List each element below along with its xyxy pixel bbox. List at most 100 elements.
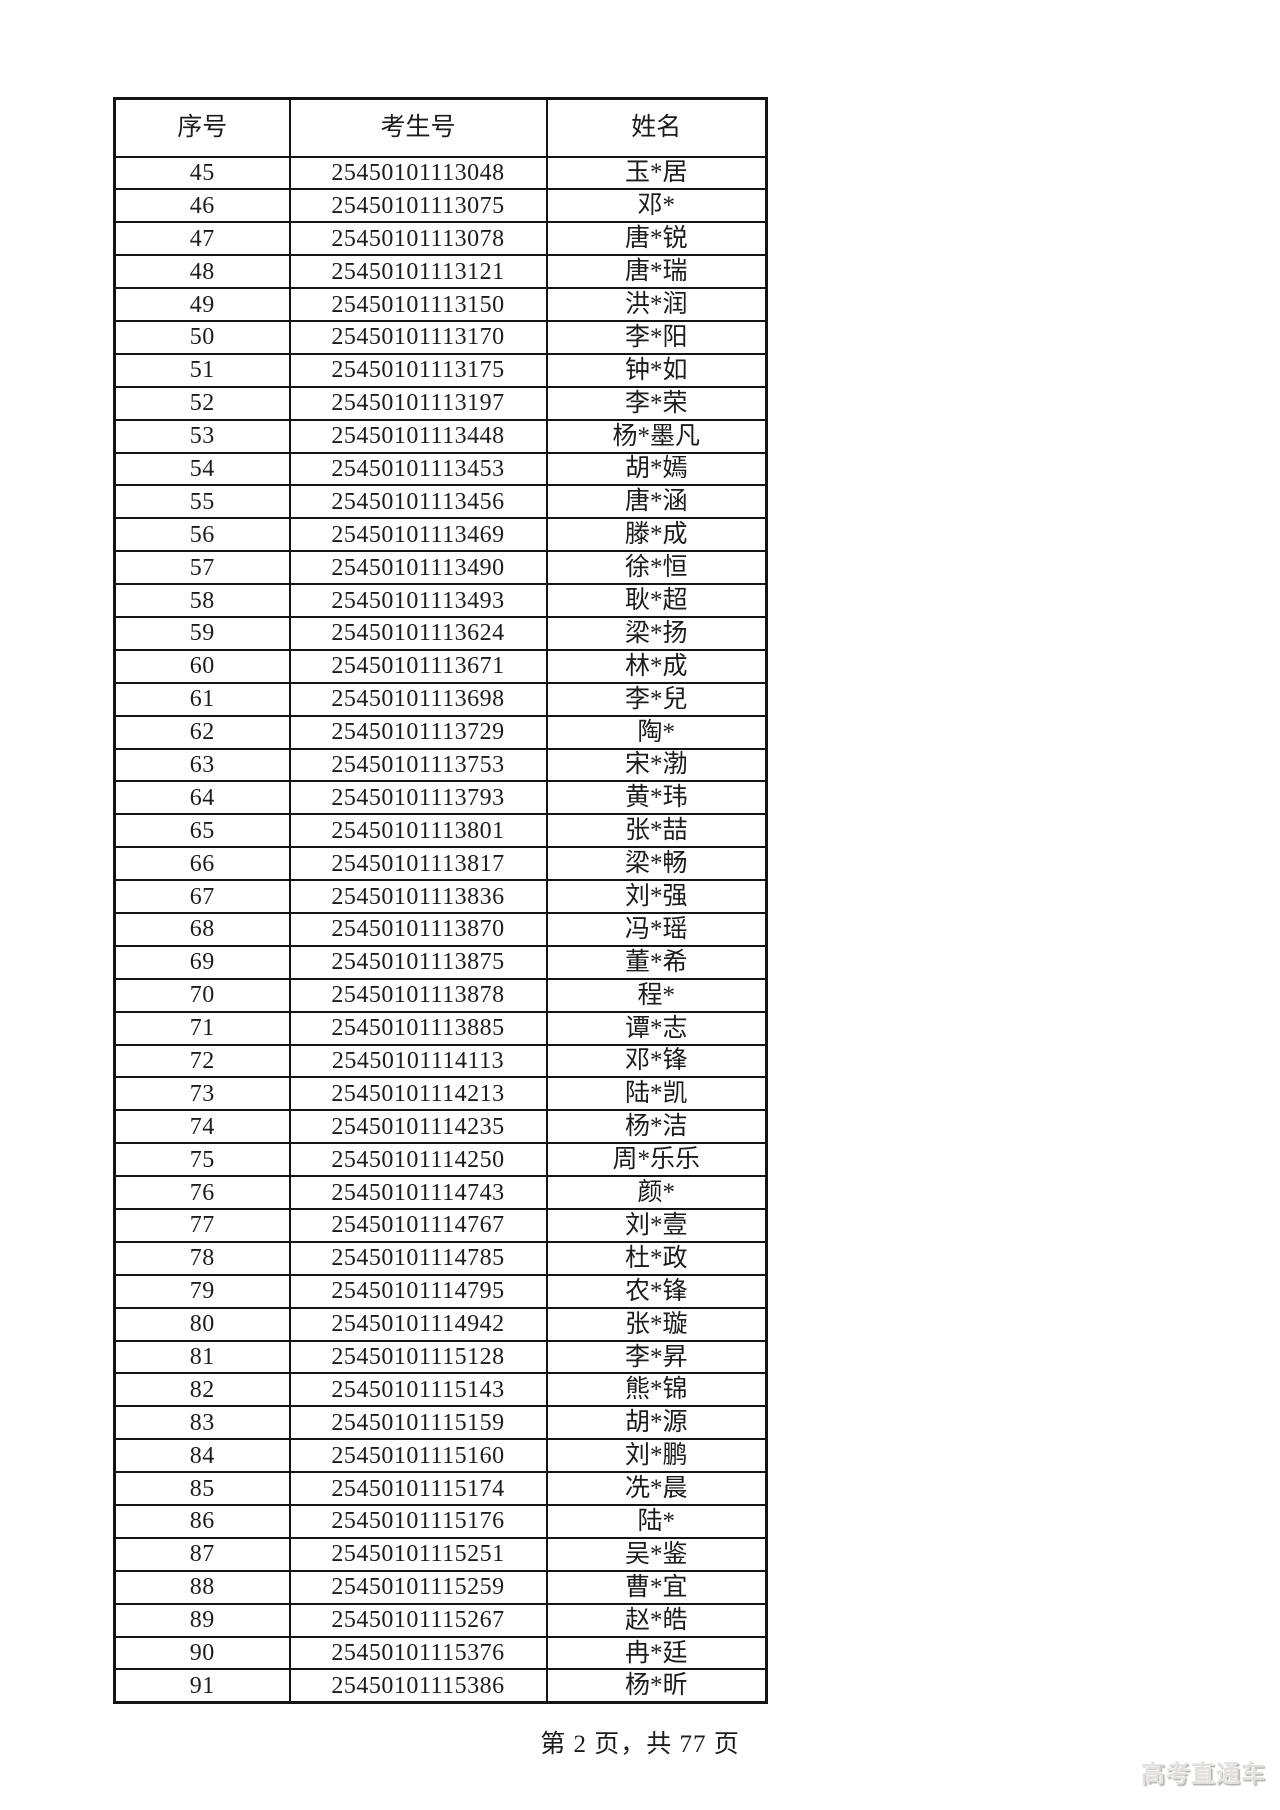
candidate-name-cell: 宋*渤 bbox=[545, 747, 768, 783]
serial-number-cell: 71 bbox=[113, 1010, 291, 1046]
candidate-number-cell: 25450101113078 bbox=[288, 221, 548, 257]
candidate-name-cell: 滕*成 bbox=[545, 517, 768, 553]
serial-number-cell: 45 bbox=[113, 155, 291, 191]
serial-number-cell: 85 bbox=[113, 1471, 291, 1507]
candidate-number-cell: 25450101113175 bbox=[288, 352, 548, 388]
candidate-name-cell: 杨*昕 bbox=[545, 1668, 768, 1704]
candidate-name-cell: 曹*宜 bbox=[545, 1569, 768, 1605]
candidate-name-cell: 程* bbox=[545, 977, 768, 1013]
candidate-number-cell: 25450101113801 bbox=[288, 813, 548, 849]
serial-number-cell: 46 bbox=[113, 188, 291, 224]
candidate-number-cell: 25450101115159 bbox=[288, 1405, 548, 1441]
candidate-name-cell: 黄*玮 bbox=[545, 780, 768, 816]
candidate-number-cell: 25450101113469 bbox=[288, 517, 548, 553]
table-row: 53 25450101113448 杨*墨凡 bbox=[113, 418, 768, 454]
candidate-number-cell: 25450101115259 bbox=[288, 1569, 548, 1605]
serial-number-cell: 55 bbox=[113, 484, 291, 520]
serial-number-cell: 63 bbox=[113, 747, 291, 783]
table-row: 88 25450101115259 曹*宜 bbox=[113, 1569, 768, 1605]
candidate-number-cell: 25450101115376 bbox=[288, 1635, 548, 1671]
table-row: 82 25450101115143 熊*锦 bbox=[113, 1372, 768, 1408]
serial-number-cell: 57 bbox=[113, 550, 291, 586]
header-name: 姓名 bbox=[545, 97, 768, 158]
table-row: 74 25450101114235 杨*洁 bbox=[113, 1109, 768, 1145]
table-row: 69 25450101113875 董*希 bbox=[113, 944, 768, 980]
candidate-number-cell: 25450101113885 bbox=[288, 1010, 548, 1046]
serial-number-cell: 62 bbox=[113, 714, 291, 750]
serial-number-cell: 51 bbox=[113, 352, 291, 388]
candidate-number-cell: 25450101113729 bbox=[288, 714, 548, 750]
serial-number-cell: 77 bbox=[113, 1208, 291, 1243]
serial-number-cell: 49 bbox=[113, 287, 291, 322]
candidate-name-cell: 林*成 bbox=[545, 648, 768, 684]
header-candidate-number: 考生号 bbox=[288, 97, 548, 158]
candidate-name-cell: 刘*鹏 bbox=[545, 1438, 768, 1474]
table-row: 47 25450101113078 唐*锐 bbox=[113, 221, 768, 257]
candidate-number-cell: 25450101113878 bbox=[288, 977, 548, 1013]
candidate-number-cell: 25450101115251 bbox=[288, 1536, 548, 1572]
serial-number-cell: 72 bbox=[113, 1043, 291, 1079]
candidate-number-cell: 25450101113875 bbox=[288, 944, 548, 980]
candidate-number-cell: 25450101115176 bbox=[288, 1504, 548, 1539]
serial-number-cell: 89 bbox=[113, 1602, 291, 1638]
table-row: 87 25450101115251 吴*鉴 bbox=[113, 1536, 768, 1572]
serial-number-cell: 52 bbox=[113, 385, 291, 421]
table-row: 85 25450101115174 冼*晨 bbox=[113, 1471, 768, 1507]
table-row: 66 25450101113817 梁*畅 bbox=[113, 846, 768, 882]
candidate-number-cell: 25450101113493 bbox=[288, 583, 548, 618]
serial-number-cell: 64 bbox=[113, 780, 291, 816]
candidate-number-cell: 25450101113490 bbox=[288, 550, 548, 586]
table-row: 62 25450101113729 陶* bbox=[113, 714, 768, 750]
table-row: 90 25450101115376 冉*廷 bbox=[113, 1635, 768, 1671]
table-row: 70 25450101113878 程* bbox=[113, 977, 768, 1013]
candidate-name-cell: 张*喆 bbox=[545, 813, 768, 849]
table-row: 67 25450101113836 刘*强 bbox=[113, 879, 768, 914]
candidate-number-cell: 25450101115386 bbox=[288, 1668, 548, 1704]
candidate-name-cell: 杜*政 bbox=[545, 1240, 768, 1276]
candidate-number-cell: 25450101113698 bbox=[288, 681, 548, 717]
serial-number-cell: 56 bbox=[113, 517, 291, 553]
candidate-name-cell: 农*锋 bbox=[545, 1273, 768, 1309]
candidate-number-cell: 25450101115267 bbox=[288, 1602, 548, 1638]
serial-number-cell: 80 bbox=[113, 1306, 291, 1342]
header-serial-number: 序号 bbox=[113, 97, 291, 158]
table-row: 86 25450101115176 陆* bbox=[113, 1504, 768, 1539]
serial-number-cell: 91 bbox=[113, 1668, 291, 1704]
candidate-name-cell: 冉*廷 bbox=[545, 1635, 768, 1671]
serial-number-cell: 75 bbox=[113, 1142, 291, 1178]
candidate-number-cell: 25450101114767 bbox=[288, 1208, 548, 1243]
candidate-number-cell: 25450101115143 bbox=[288, 1372, 548, 1408]
serial-number-cell: 61 bbox=[113, 681, 291, 717]
serial-number-cell: 67 bbox=[113, 879, 291, 914]
serial-number-cell: 53 bbox=[113, 418, 291, 454]
candidate-number-cell: 25450101113817 bbox=[288, 846, 548, 882]
candidate-name-cell: 李*荣 bbox=[545, 385, 768, 421]
serial-number-cell: 59 bbox=[113, 615, 291, 651]
candidate-number-cell: 25450101114743 bbox=[288, 1175, 548, 1210]
serial-number-cell: 74 bbox=[113, 1109, 291, 1145]
serial-number-cell: 69 bbox=[113, 944, 291, 980]
candidate-number-cell: 25450101113793 bbox=[288, 780, 548, 816]
candidate-number-cell: 25450101114250 bbox=[288, 1142, 548, 1178]
table-row: 77 25450101114767 刘*壹 bbox=[113, 1208, 768, 1243]
page-number-indicator: 第 2 页，共 77 页 bbox=[540, 1731, 740, 1758]
candidate-number-cell: 25450101114113 bbox=[288, 1043, 548, 1079]
candidate-number-cell: 25450101113870 bbox=[288, 911, 548, 947]
serial-number-cell: 76 bbox=[113, 1175, 291, 1210]
candidate-number-cell: 25450101113197 bbox=[288, 385, 548, 421]
candidate-name-cell: 李*阳 bbox=[545, 319, 768, 355]
table-row: 65 25450101113801 张*喆 bbox=[113, 813, 768, 849]
candidate-number-cell: 25450101115160 bbox=[288, 1438, 548, 1474]
table-row: 59 25450101113624 梁*扬 bbox=[113, 615, 768, 651]
candidate-number-cell: 25450101113150 bbox=[288, 287, 548, 322]
table-row: 71 25450101113885 谭*志 bbox=[113, 1010, 768, 1046]
serial-number-cell: 87 bbox=[113, 1536, 291, 1572]
table-row: 58 25450101113493 耿*超 bbox=[113, 583, 768, 618]
watermark-text: 高考直通车 bbox=[1141, 1761, 1266, 1788]
table-header-row: 序号 考生号 姓名 bbox=[113, 97, 768, 158]
candidate-number-cell: 25450101114795 bbox=[288, 1273, 548, 1309]
table-row: 76 25450101114743 颜* bbox=[113, 1175, 768, 1210]
candidate-number-cell: 25450101114785 bbox=[288, 1240, 548, 1276]
table-row: 52 25450101113197 李*荣 bbox=[113, 385, 768, 421]
candidate-number-cell: 25450101113624 bbox=[288, 615, 548, 651]
